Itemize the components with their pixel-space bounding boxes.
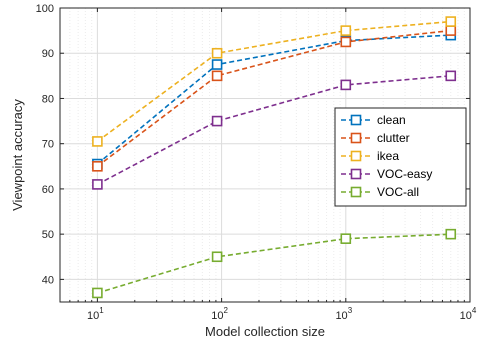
data-point [211, 115, 223, 127]
x-tick-base: 10 [460, 310, 472, 322]
data-point [211, 47, 223, 59]
legend-item: VOC-easy [341, 167, 432, 181]
data-point [445, 228, 457, 240]
y-tick-label: 80 [42, 93, 54, 105]
data-point [340, 79, 352, 91]
data-point [92, 161, 103, 172]
legend-marker [350, 150, 362, 162]
series-line [97, 75, 451, 186]
y-tick-label: 70 [42, 139, 54, 151]
y-tick-label: 60 [42, 184, 54, 196]
y-tick-label: 40 [42, 274, 54, 286]
data-point [340, 25, 352, 36]
legend-item: VOC-all [341, 185, 419, 199]
legend-label: clean [377, 113, 406, 127]
legend-marker [350, 168, 362, 180]
data-point [445, 16, 457, 27]
legend: clean clutter ikea VOC-easy VOC-all [334, 107, 467, 207]
data-point [92, 287, 103, 299]
x-tick-exponent: 3 [348, 306, 353, 315]
x-tick-base: 10 [87, 310, 99, 322]
series-clutter [92, 25, 457, 172]
x-tick-base: 10 [211, 310, 223, 322]
legend-marker [350, 132, 362, 144]
legend-item: ikea [341, 149, 399, 163]
data-point [211, 251, 223, 263]
y-axis-label: Viewpoint accuracy [10, 99, 25, 211]
data-point [445, 70, 457, 82]
x-tick-label: 101 [87, 306, 104, 322]
x-tick-label: 102 [211, 306, 228, 322]
series-line [96, 20, 451, 143]
x-tick-exponent: 1 [99, 306, 104, 315]
plot-frame [59, 7, 471, 303]
series-line [96, 29, 451, 167]
y-tick-label: 100 [36, 3, 54, 15]
y-tick-label: 90 [42, 48, 54, 60]
data-point [92, 179, 103, 190]
legend-label: VOC-easy [377, 167, 432, 181]
x-axis-label: Model collection size [205, 324, 325, 339]
legend-label: ikea [377, 149, 399, 163]
legend-label: clutter [377, 131, 410, 145]
legend-label: VOC-all [377, 185, 419, 199]
data-point [340, 233, 352, 244]
y-tick-label: 50 [42, 229, 54, 241]
data-point [211, 70, 223, 82]
x-tick-exponent: 2 [223, 306, 228, 315]
legend-item: clutter [341, 131, 410, 145]
x-tick-label: 103 [335, 306, 352, 322]
series-ikea [92, 16, 457, 147]
data-point [211, 59, 223, 70]
x-tick-label: 104 [460, 306, 477, 322]
series-group [92, 16, 457, 299]
legend-marker [350, 186, 362, 198]
series-voc-easy [92, 70, 457, 190]
legend-marker [350, 114, 362, 126]
series-line [96, 34, 451, 165]
legend-item: clean [341, 113, 406, 127]
series-line [97, 233, 451, 294]
x-tick-exponent: 4 [472, 306, 477, 315]
data-point [445, 25, 457, 36]
series-voc-all [92, 228, 457, 299]
data-point [92, 136, 103, 147]
x-tick-base: 10 [335, 310, 347, 322]
data-point [340, 36, 352, 48]
